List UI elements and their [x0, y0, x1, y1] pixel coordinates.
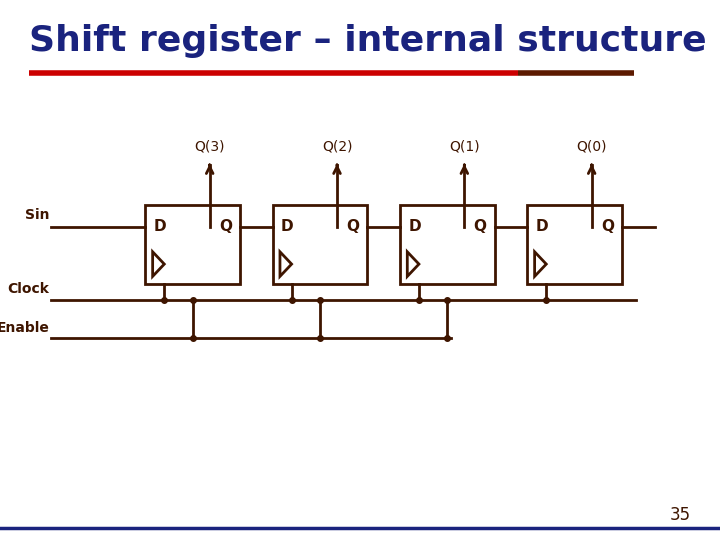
Text: Sin: Sin [24, 208, 50, 222]
Text: Q(3): Q(3) [194, 140, 225, 154]
Polygon shape [280, 252, 292, 276]
Bar [273, 205, 367, 284]
Text: Shift register – internal structure: Shift register – internal structure [29, 24, 706, 58]
Bar [400, 205, 495, 284]
Text: Q(0): Q(0) [577, 140, 607, 154]
Text: D: D [153, 219, 166, 234]
Text: Q: Q [346, 219, 359, 234]
Text: Clock: Clock [7, 282, 50, 296]
Text: Enable: Enable [0, 321, 50, 335]
Text: Q: Q [219, 219, 232, 234]
Bar [527, 205, 622, 284]
Text: D: D [408, 219, 421, 234]
Text: Q(2): Q(2) [322, 140, 352, 154]
Polygon shape [535, 252, 546, 276]
Bar [145, 205, 240, 284]
Text: Q(1): Q(1) [449, 140, 480, 154]
Text: 35: 35 [670, 506, 691, 524]
Text: Q: Q [601, 219, 614, 234]
Polygon shape [408, 252, 419, 276]
Text: D: D [536, 219, 548, 234]
Text: Q: Q [474, 219, 487, 234]
Polygon shape [153, 252, 164, 276]
Text: D: D [281, 219, 294, 234]
